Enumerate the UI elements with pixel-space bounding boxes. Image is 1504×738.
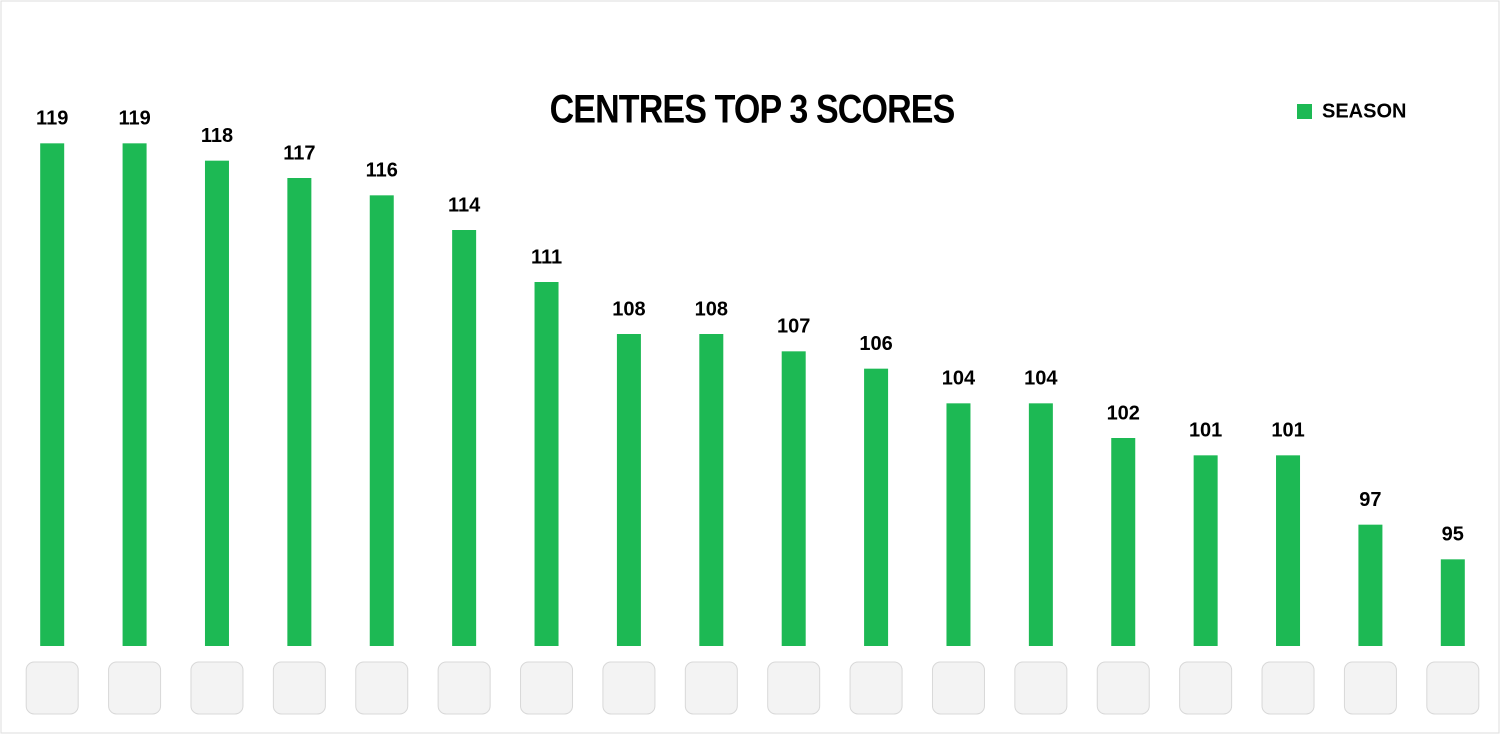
- value-label: 117: [283, 142, 315, 164]
- team-logo: [355, 661, 409, 715]
- team-logo: [272, 661, 326, 715]
- bar: [534, 282, 559, 646]
- bar: [1193, 455, 1218, 646]
- team-logo: [602, 661, 656, 715]
- value-label: 102: [1107, 402, 1140, 424]
- value-label: 111: [531, 246, 562, 268]
- value-label: 104: [942, 368, 976, 390]
- team-logo: [190, 661, 244, 715]
- team-logo: [1179, 661, 1233, 715]
- value-label: 108: [612, 298, 645, 320]
- bar: [452, 230, 477, 646]
- value-label: 108: [695, 298, 728, 320]
- bar: [1111, 438, 1136, 646]
- bar: [1358, 524, 1383, 646]
- bar: [369, 195, 394, 647]
- bar: [1276, 455, 1301, 646]
- team-logo: [437, 661, 491, 715]
- value-label: 97: [1359, 489, 1381, 511]
- bar: [1028, 403, 1053, 646]
- value-label: 95: [1442, 524, 1464, 546]
- bar: [287, 178, 312, 646]
- value-label: 101: [1189, 420, 1222, 442]
- value-label: 106: [859, 333, 892, 355]
- bar: [699, 334, 724, 646]
- bar: [204, 160, 229, 646]
- team-logo: [1096, 661, 1150, 715]
- value-label: 107: [777, 316, 810, 338]
- team-logo: [25, 661, 79, 715]
- team-logo: [849, 661, 903, 715]
- bar: [40, 143, 65, 647]
- value-label: 116: [366, 160, 398, 182]
- bar: [781, 351, 806, 646]
- chart-title: CENTRES TOP 3 SCORES: [550, 86, 955, 131]
- team-logo: [931, 661, 985, 715]
- team-logo: [520, 661, 574, 715]
- team-logo: [684, 661, 738, 715]
- legend-label: SEASON: [1322, 100, 1406, 122]
- bar: [1440, 559, 1465, 646]
- value-label: 119: [118, 108, 150, 130]
- team-logo: [767, 661, 821, 715]
- value-label: 104: [1024, 368, 1058, 390]
- bar: [864, 368, 889, 646]
- team-logo: [1343, 661, 1397, 715]
- bar: [616, 334, 641, 646]
- team-logo: [108, 661, 162, 715]
- bar: [946, 403, 971, 646]
- team-logo: [1014, 661, 1068, 715]
- value-label: 101: [1271, 420, 1304, 442]
- team-logo: [1426, 661, 1480, 715]
- value-label: 114: [448, 194, 481, 216]
- value-label: 119: [36, 108, 68, 130]
- bar: [122, 143, 147, 647]
- value-label: 118: [201, 125, 233, 147]
- team-logo: [1261, 661, 1315, 715]
- legend-swatch: [1297, 104, 1312, 119]
